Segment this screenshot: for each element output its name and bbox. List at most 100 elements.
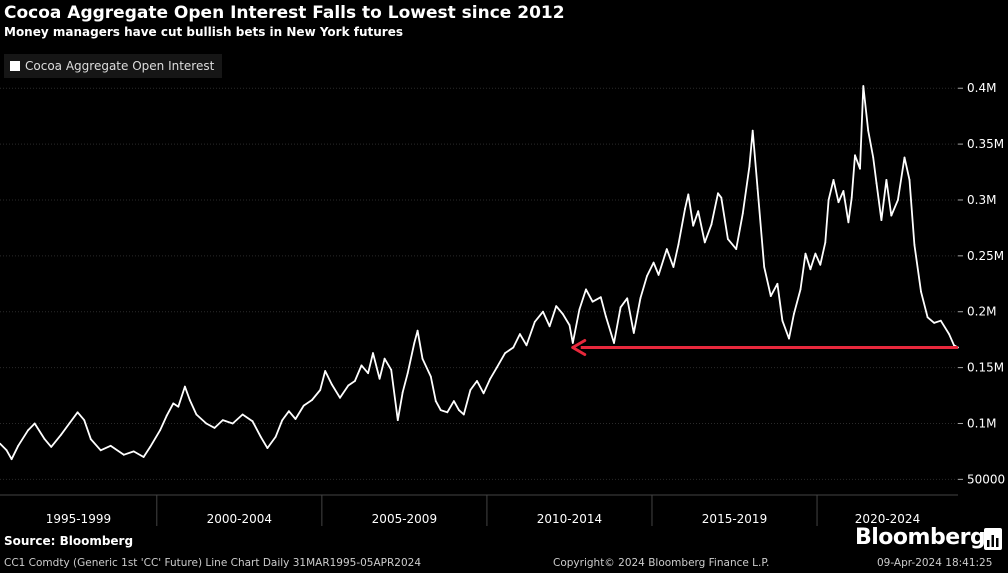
timestamp-text: 09-Apr-2024 18:41:25 — [877, 557, 993, 569]
data-point — [184, 385, 186, 388]
data-point — [476, 380, 478, 382]
data-point — [421, 357, 424, 360]
data-point — [948, 333, 950, 335]
chart-subtitle: Money managers have cut bullish bets in … — [4, 25, 403, 39]
data-point — [908, 179, 911, 181]
data-point — [132, 450, 135, 453]
data-point — [626, 297, 629, 300]
data-point — [401, 391, 404, 394]
data-point — [672, 266, 675, 268]
data-point — [27, 429, 29, 432]
data-point — [383, 357, 386, 360]
data-point — [832, 179, 835, 181]
data-point — [439, 409, 442, 411]
data-point — [837, 201, 840, 204]
x-period-label: 2015-2019 — [702, 512, 767, 526]
data-point — [50, 446, 53, 448]
x-period-label: 2010-2014 — [537, 512, 602, 526]
data-point — [769, 295, 772, 297]
bloomberg-logo: Bloomberg — [855, 525, 986, 550]
data-point — [548, 325, 551, 328]
y-tick-label: 0.3M — [967, 193, 996, 207]
data-point — [561, 313, 564, 315]
data-point — [68, 422, 71, 425]
data-point — [847, 221, 850, 224]
data-point — [330, 383, 333, 386]
data-point — [735, 248, 738, 251]
source-text: Source: Bloomberg — [4, 534, 134, 548]
legend-label: Cocoa Aggregate Open Interest — [25, 59, 215, 73]
data-point — [665, 248, 668, 251]
data-point — [188, 399, 191, 401]
data-point — [354, 380, 356, 382]
data-point — [89, 438, 92, 440]
annotation-layer — [571, 338, 958, 356]
data-point — [165, 414, 168, 417]
data-point — [809, 268, 812, 271]
data-point — [867, 129, 870, 132]
data-point — [99, 449, 102, 452]
data-point — [231, 422, 234, 425]
data-point — [469, 389, 472, 391]
data-point — [288, 410, 290, 413]
data-point — [396, 419, 399, 421]
data-point — [568, 324, 571, 326]
data-point — [159, 429, 162, 432]
data-point — [781, 319, 784, 322]
data-point — [703, 241, 706, 244]
data-point — [434, 400, 437, 402]
data-point — [850, 196, 853, 199]
data-point — [804, 252, 807, 255]
data-point — [763, 266, 766, 268]
data-point — [793, 313, 795, 315]
data-point — [571, 342, 574, 344]
data-point — [347, 384, 350, 387]
x-period-label: 1995-1999 — [46, 512, 111, 526]
data-point — [717, 192, 719, 195]
data-point — [213, 427, 216, 429]
data-point — [172, 402, 175, 405]
data-point — [684, 208, 686, 210]
bloomberg-chart-icon — [984, 528, 1002, 550]
data-point — [390, 368, 393, 371]
data-point — [482, 392, 485, 395]
data-point — [897, 199, 899, 201]
data-point — [453, 400, 455, 402]
data-point — [710, 223, 713, 226]
x-axis-labels: 1995-1999 2000-2004 2005-2009 2010-2014 2015… — [46, 512, 921, 526]
data-point — [339, 396, 341, 399]
data-point — [17, 444, 20, 447]
data-point — [519, 333, 521, 335]
data-point — [274, 436, 277, 438]
data-point — [251, 420, 254, 423]
data-point — [788, 337, 790, 340]
data-point — [727, 238, 729, 241]
data-point — [281, 419, 284, 421]
legend-swatch — [10, 61, 20, 71]
data-point — [266, 447, 269, 449]
data-point — [429, 375, 432, 378]
data-point — [862, 85, 865, 87]
data-point — [677, 243, 680, 246]
data-point — [854, 154, 856, 157]
data-point — [177, 405, 180, 408]
data-point — [920, 290, 922, 293]
data-point — [367, 372, 369, 375]
data-point — [646, 275, 648, 277]
data-point — [619, 306, 622, 309]
data-point — [542, 310, 544, 313]
y-axis-panel — [960, 48, 1000, 495]
data-point — [446, 411, 449, 414]
data-point — [109, 444, 112, 447]
data-point — [741, 212, 744, 215]
data-point — [939, 319, 942, 322]
data-point — [378, 377, 381, 380]
data-point — [799, 288, 802, 291]
data-point — [0, 442, 1, 445]
data-point — [827, 199, 830, 201]
y-tick-label: 50000 — [967, 472, 1005, 486]
data-point — [555, 305, 558, 307]
data-point — [406, 372, 409, 375]
x-period-label: 2020-2024 — [855, 512, 920, 526]
data-point — [504, 352, 506, 354]
